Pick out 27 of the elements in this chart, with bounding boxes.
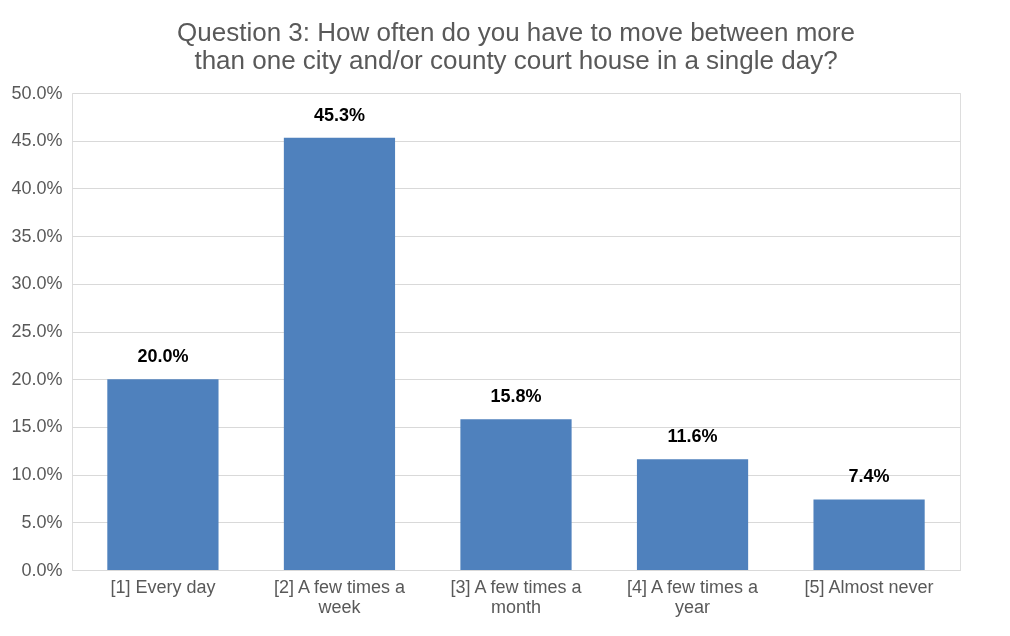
data-label: 45.3% (313, 104, 365, 125)
x-tick-label: [1] Every day (110, 576, 216, 597)
bar (813, 499, 925, 570)
y-tick-label: 35.0% (11, 225, 63, 246)
y-tick-label: 5.0% (21, 511, 63, 532)
x-tick-label: [3] A few times a month (450, 576, 583, 617)
bar (460, 419, 572, 570)
bar (636, 459, 749, 570)
y-tick-label: 30.0% (11, 273, 63, 294)
x-tick-label: [5] Almost never (804, 576, 934, 597)
y-tick-label: 0.0% (21, 559, 63, 580)
chart-title: Question 3: How often do you have to move between more than one city and/or county court house in a single day? (177, 17, 855, 75)
bar (107, 379, 219, 570)
x-tick-label: [2] A few times a week (273, 576, 406, 617)
data-label: 7.4% (848, 466, 890, 487)
y-tick-label: 15.0% (11, 416, 63, 437)
y-tick-label: 45.0% (11, 130, 63, 151)
y-tick-label: 25.0% (11, 321, 63, 341)
y-tick-label: 20.0% (11, 368, 63, 389)
data-label: 20.0% (137, 346, 189, 367)
bar (283, 137, 396, 570)
y-tick-label: 10.0% (11, 464, 63, 485)
y-tick-label: 50.0% (11, 82, 63, 103)
data-label: 15.8% (490, 386, 542, 407)
y-tick-label: 40.0% (11, 177, 63, 198)
data-label: 11.6% (667, 426, 718, 447)
x-tick-label: [4] A few times a year (627, 576, 760, 617)
